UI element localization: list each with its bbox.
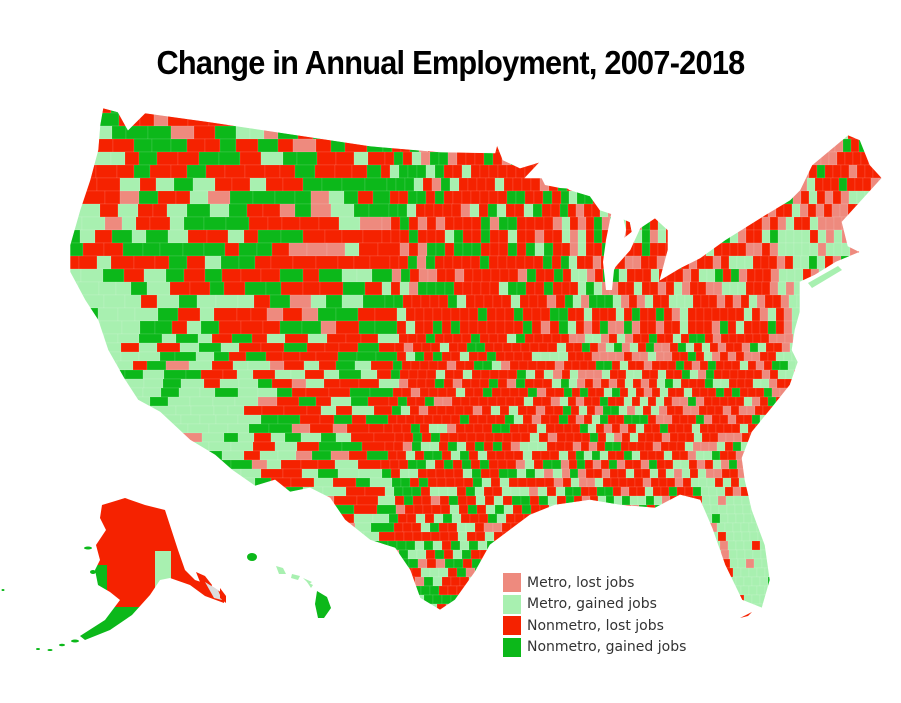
long-island: [808, 266, 842, 288]
legend-item-metro-gained: Metro, gained jobs: [503, 594, 686, 616]
legend-swatch-nonmetro-gained: [503, 637, 521, 657]
legend-label: Metro, gained jobs: [527, 596, 657, 613]
legend-swatch-metro-lost: [503, 573, 521, 593]
alaska-panhandle: [196, 572, 226, 603]
legend-swatch-nonmetro-lost: [503, 616, 521, 636]
legend-label: Nonmetro, gained jobs: [527, 639, 687, 656]
legend: Metro, lost jobs Metro, gained jobs Nonm…: [503, 572, 686, 658]
aleutian-islands: [1, 546, 96, 651]
legend-item-metro-lost: Metro, lost jobs: [503, 572, 686, 594]
legend-label: Metro, lost jobs: [527, 574, 635, 591]
legend-item-nonmetro-lost: Nonmetro, lost jobs: [503, 615, 686, 637]
florida-keys: [740, 612, 752, 618]
legend-item-nonmetro-gained: Nonmetro, gained jobs: [503, 637, 686, 659]
hawaii: [247, 553, 331, 618]
legend-label: Nonmetro, lost jobs: [527, 617, 664, 634]
lake-michigan: [603, 210, 626, 290]
legend-swatch-metro-gained: [503, 594, 521, 614]
chart-title: Change in Annual Employment, 2007-2018: [156, 44, 746, 81]
lake-superior: [540, 168, 610, 190]
alaska: [80, 498, 225, 640]
